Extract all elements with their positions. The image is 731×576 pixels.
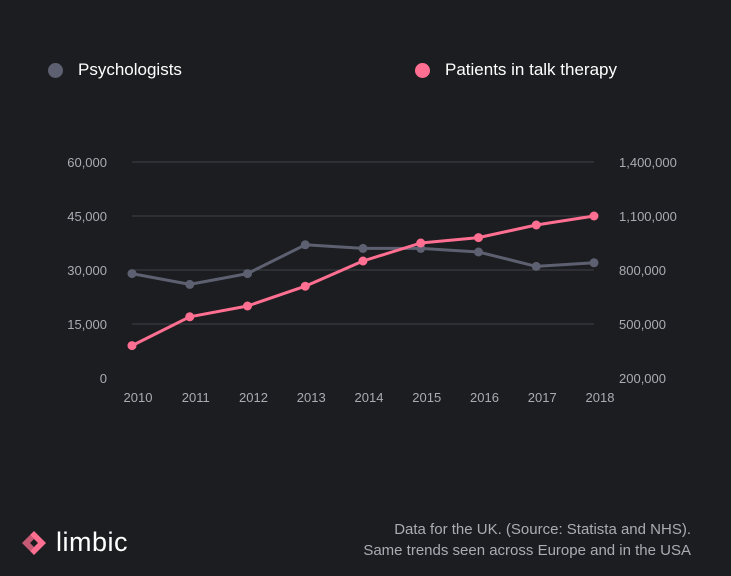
y-right-tick-label: 200,000 bbox=[619, 371, 666, 386]
x-tick-label: 2018 bbox=[586, 390, 615, 405]
data-point-patients-in-talk-therapy bbox=[243, 301, 252, 311]
y-left-tick-label: 30,000 bbox=[67, 263, 107, 278]
logo-text: limbic bbox=[56, 527, 129, 557]
x-tick-label: 2016 bbox=[470, 390, 499, 405]
data-point-psychologists bbox=[531, 261, 541, 271]
y-left-tick-label: 60,000 bbox=[67, 155, 107, 170]
source-line-1: Data for the UK. (Source: Statista and N… bbox=[394, 521, 691, 538]
x-tick-label: 2013 bbox=[297, 390, 326, 405]
legend-dot-psychologists bbox=[48, 62, 63, 78]
legend-item-psychologists: Psychologists bbox=[48, 60, 182, 80]
data-point-patients-in-talk-therapy bbox=[416, 238, 426, 248]
y-right-tick-label: 500,000 bbox=[619, 317, 666, 332]
data-point-patients-in-talk-therapy bbox=[589, 211, 599, 221]
legend-label-patients: Patients in talk therapy bbox=[445, 60, 617, 79]
legend-item-patients: Patients in talk therapy bbox=[415, 60, 617, 80]
limbic-logo-icon bbox=[22, 530, 46, 555]
limbic-logo: limbic bbox=[20, 527, 128, 558]
data-point-psychologists bbox=[243, 269, 252, 279]
data-point-psychologists bbox=[358, 243, 368, 253]
data-point-psychologists bbox=[474, 247, 483, 257]
data-point-psychologists bbox=[185, 279, 195, 289]
data-point-patients-in-talk-therapy bbox=[531, 220, 541, 230]
source-note: Data for the UK. (Source: Statista and N… bbox=[363, 519, 691, 561]
data-point-patients-in-talk-therapy bbox=[358, 256, 368, 266]
y-right-tick-label: 1,100,000 bbox=[619, 209, 677, 224]
x-tick-label: 2010 bbox=[124, 390, 153, 405]
data-point-patients-in-talk-therapy bbox=[474, 233, 483, 243]
data-point-psychologists bbox=[127, 269, 137, 279]
data-point-patients-in-talk-therapy bbox=[185, 312, 195, 322]
legend-label-psychologists: Psychologists bbox=[78, 60, 182, 79]
x-tick-label: 2012 bbox=[239, 390, 268, 405]
x-tick-label: 2011 bbox=[182, 390, 210, 405]
data-point-psychologists bbox=[300, 240, 310, 250]
x-tick-label: 2014 bbox=[355, 390, 384, 405]
y-left-tick-label: 15,000 bbox=[67, 317, 107, 332]
x-tick-label: 2017 bbox=[528, 390, 557, 405]
data-point-patients-in-talk-therapy bbox=[300, 281, 310, 291]
data-point-patients-in-talk-therapy bbox=[127, 341, 137, 351]
y-right-tick-label: 800,000 bbox=[619, 263, 666, 278]
y-left-tick-label: 0 bbox=[100, 371, 107, 386]
y-right-tick-label: 1,400,000 bbox=[619, 155, 677, 170]
data-point-psychologists bbox=[589, 258, 599, 268]
x-tick-label: 2015 bbox=[412, 390, 441, 405]
legend-dot-patients bbox=[415, 62, 430, 78]
y-left-tick-label: 45,000 bbox=[67, 209, 107, 224]
source-line-2: Same trends seen across Europe and in th… bbox=[363, 542, 691, 559]
